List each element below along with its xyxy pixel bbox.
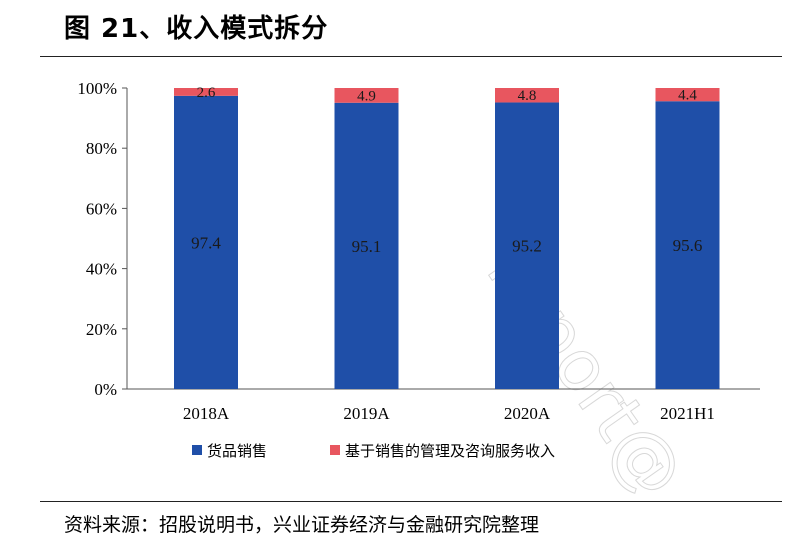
bar-segment bbox=[495, 102, 559, 389]
bar-segment bbox=[655, 88, 720, 102]
data-label: 4.4 bbox=[678, 88, 697, 104]
legend-label: 基于销售的管理及咨询服务收入 bbox=[345, 442, 555, 460]
data-label: 97.4 bbox=[191, 233, 221, 252]
stacked-bar-chart: report@ 0%20%40%60%80%100%97.42.62018A95… bbox=[77, 79, 760, 500]
x-tick-label: 2020A bbox=[504, 404, 551, 423]
data-label: 95.6 bbox=[673, 236, 703, 255]
legend-swatch bbox=[192, 445, 202, 455]
x-tick-label: 2021H1 bbox=[660, 404, 715, 423]
source-divider bbox=[40, 501, 782, 502]
bar-segment bbox=[334, 88, 399, 103]
data-label: 95.2 bbox=[512, 237, 542, 256]
bar-segment bbox=[174, 95, 238, 390]
data-label: 95.1 bbox=[352, 237, 382, 256]
plot-area: 0% 20% 40% 60% 80% 100% 97.4 2.6 2018A 95.1 4.9 201… bbox=[77, 79, 760, 423]
y-tick-label: 80% bbox=[86, 139, 117, 158]
data-label: 2.6 bbox=[197, 85, 216, 101]
y-tick-label: 40% bbox=[86, 260, 117, 279]
y-tick-label: 100% bbox=[77, 79, 117, 98]
x-tick-label: 2019A bbox=[343, 404, 390, 423]
bar-segment bbox=[655, 101, 720, 389]
bar-segment bbox=[174, 88, 238, 96]
x-tick-label: 2018A bbox=[183, 404, 230, 423]
legend: 货品销售 基于销售的管理及咨询服务收入 bbox=[192, 442, 555, 460]
bar-segment bbox=[334, 102, 399, 390]
bar-segment bbox=[495, 88, 559, 103]
data-label: 4.9 bbox=[357, 88, 376, 104]
y-tick-label: 20% bbox=[86, 320, 117, 339]
title-divider bbox=[40, 56, 782, 57]
source-note: 资料来源：招股说明书，兴业证券经济与金融研究院整理 bbox=[64, 514, 540, 536]
legend-swatch bbox=[330, 445, 340, 455]
y-tick-label: 0% bbox=[94, 380, 117, 399]
data-label: 4.8 bbox=[518, 88, 537, 104]
legend-label: 货品销售 bbox=[207, 442, 267, 460]
y-tick-label: 60% bbox=[86, 199, 117, 218]
figure-title: 图 21、收入模式拆分 bbox=[64, 14, 329, 44]
